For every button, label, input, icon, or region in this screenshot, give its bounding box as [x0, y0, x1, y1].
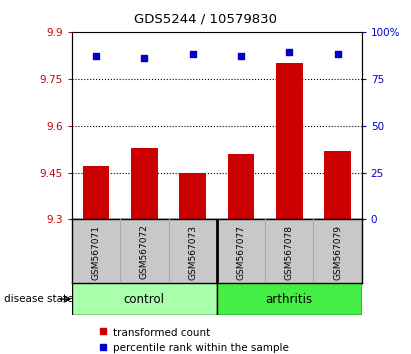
Text: arthritis: arthritis	[266, 293, 313, 306]
Bar	[228, 154, 254, 219]
Bar	[179, 173, 206, 219]
Point	[286, 50, 293, 55]
Legend: transformed count, percentile rank within the sample: transformed count, percentile rank withi…	[98, 327, 289, 353]
Text: control: control	[124, 293, 165, 306]
Bar	[83, 166, 109, 219]
Text: GSM567077: GSM567077	[236, 224, 245, 280]
Bar	[72, 283, 217, 315]
Text: GSM567073: GSM567073	[188, 224, 197, 280]
Point	[93, 53, 99, 59]
Text: GSM567079: GSM567079	[333, 224, 342, 280]
Point	[189, 52, 196, 57]
Text: GDS5244 / 10579830: GDS5244 / 10579830	[134, 12, 277, 25]
Bar	[131, 148, 158, 219]
Bar	[217, 283, 362, 315]
Point	[334, 52, 341, 57]
Point	[141, 55, 148, 61]
Point	[238, 53, 244, 59]
Bar	[324, 151, 351, 219]
Text: disease state: disease state	[4, 294, 74, 304]
Text: GSM567078: GSM567078	[285, 224, 294, 280]
Bar	[276, 63, 302, 219]
Text: GSM567072: GSM567072	[140, 224, 149, 279]
Text: GSM567071: GSM567071	[92, 224, 101, 280]
